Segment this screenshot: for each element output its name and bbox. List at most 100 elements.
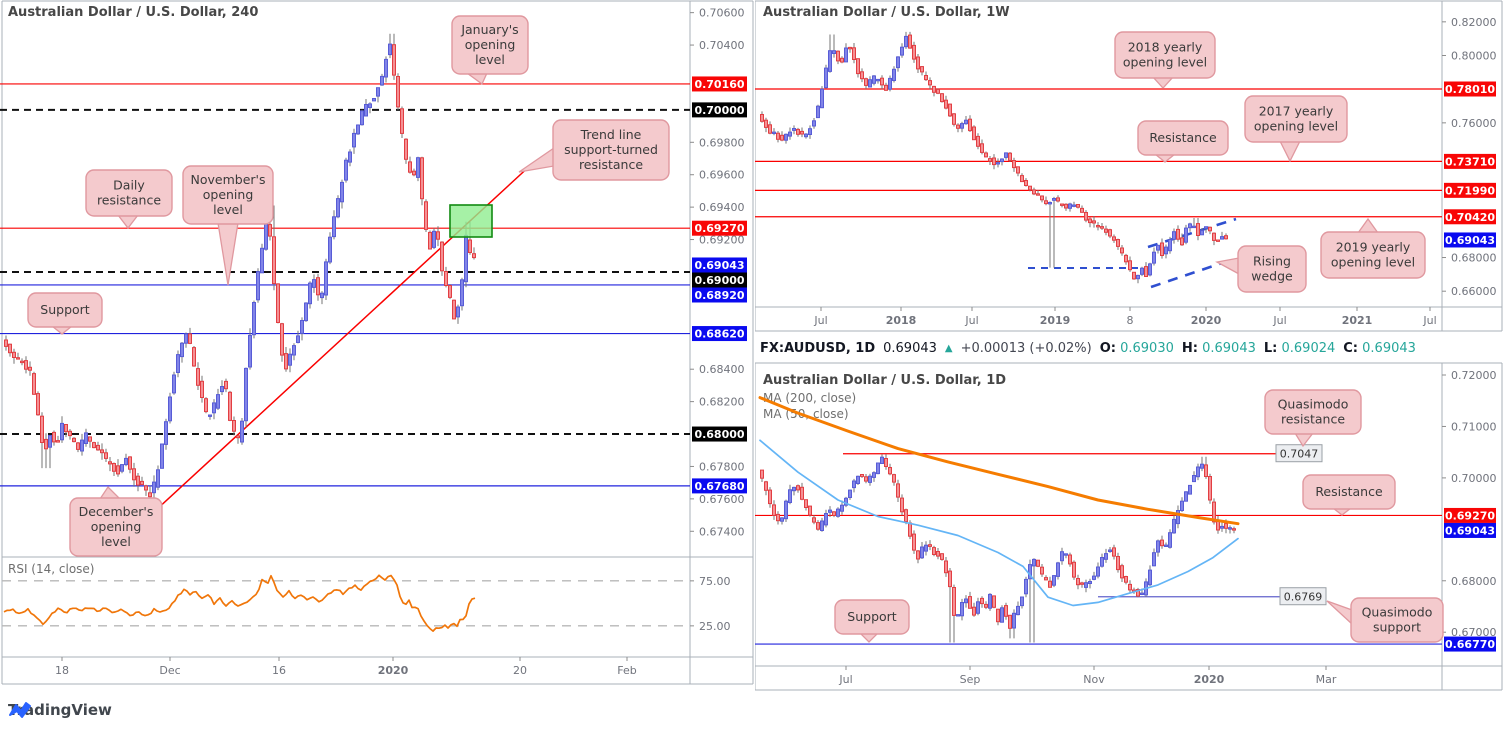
time-tick-label: 18 xyxy=(55,664,69,677)
callout-box xyxy=(182,165,274,225)
open-label: O: xyxy=(1099,340,1116,356)
time-tick-label: 2020 xyxy=(1191,314,1222,327)
price-badge-0.68920 xyxy=(692,287,747,303)
low-label: L: xyxy=(1263,340,1278,356)
price-badge-label: 0.70000 xyxy=(694,104,744,117)
panel-borders xyxy=(755,362,1503,691)
price-tick-label: 0.70400 xyxy=(699,39,745,52)
callout-tail xyxy=(1293,432,1315,448)
supply-zone-box[interactable] xyxy=(449,204,493,238)
price-axis[interactable]: 0.82000 0.80000 0.76000 0.68000 0.66000 0.780… xyxy=(1442,16,1497,298)
price-badge-label: 0.78010 xyxy=(1445,83,1495,96)
callout-resistance[interactable]: Resistance xyxy=(1302,474,1396,516)
price-tick-label: 0.68400 xyxy=(699,363,745,376)
callout-tail xyxy=(98,485,122,500)
time-tick-label: Jul xyxy=(1272,314,1286,327)
price-badge-0.69043 xyxy=(1444,522,1496,538)
rsi-pane: 75.00 25.00 xyxy=(2,574,731,633)
callout-text: Quasimodo xyxy=(1278,397,1349,412)
price-badge-0.69270 xyxy=(692,220,747,236)
price-tick-label: 0.71000 xyxy=(1451,420,1497,433)
chart-panel-daily[interactable]: Australian Dollar / U.S. Dollar, 1D MA (… xyxy=(755,362,1503,692)
callout-text: opening level xyxy=(1123,55,1207,70)
price-tag-label: 0.6769 xyxy=(1284,591,1323,604)
time-tick-label: Feb xyxy=(617,664,636,677)
price-tick-label: 0.70000 xyxy=(1451,472,1497,485)
price-axis[interactable]: 0.72000 0.71000 0.70000 0.68000 0.67000 0.692… xyxy=(1442,369,1497,652)
callout-box xyxy=(1350,597,1444,643)
callout-box xyxy=(1244,95,1348,143)
callout-support[interactable]: Support xyxy=(27,292,103,335)
price-badge-0.70160 xyxy=(692,76,747,92)
rsi-indicator-label: RSI (14, close) xyxy=(8,562,94,576)
price-badge-label: 0.68000 xyxy=(694,428,744,441)
callout-text: opening xyxy=(91,519,142,534)
chart-panel-weekly[interactable]: Australian Dollar / U.S. Dollar, 1W 0.82… xyxy=(755,0,1503,332)
candlesticks xyxy=(760,454,1236,643)
time-axis[interactable]: 18 Dec 16 2020 20 Feb xyxy=(55,657,637,677)
price-tick-label: 0.68200 xyxy=(699,396,745,409)
callout-resistance[interactable]: Resistance xyxy=(1137,120,1229,163)
ticker-symbol[interactable]: FX:AUDUSD, 1D xyxy=(760,340,876,356)
price-tick-label: 0.69600 xyxy=(699,169,745,182)
price-tick-label: 0.69200 xyxy=(699,234,745,247)
callout-tail xyxy=(1356,217,1380,234)
callout-text: Trend line xyxy=(580,127,642,142)
callout-text: level xyxy=(101,534,131,549)
time-tick-label: Jul xyxy=(1422,314,1436,327)
time-tick-label: 16 xyxy=(272,664,286,677)
price-badge-label: 0.71990 xyxy=(1445,184,1495,197)
price-badge-0.69043 xyxy=(692,257,747,273)
price-tag[interactable] xyxy=(1279,587,1327,606)
callout-text: resistance xyxy=(579,157,643,172)
callout-tail xyxy=(116,214,140,230)
callout-support[interactable]: Support xyxy=(834,599,910,643)
callout-text: resistance xyxy=(97,193,161,208)
callout-box xyxy=(552,119,670,181)
price-tick-label: 0.67000 xyxy=(1451,626,1497,639)
callout-text: wedge xyxy=(1251,269,1293,284)
tradingview-logo-text: TradingView xyxy=(8,701,112,719)
callout-text: opening xyxy=(465,37,516,52)
panel-borders xyxy=(1,0,754,685)
symbol-info-bar[interactable]: FX:AUDUSD, 1D 0.69043 ▲ +0.00013 (+0.02%… xyxy=(760,337,1416,359)
price-tick-label: 0.68000 xyxy=(1451,252,1497,265)
price-badge-0.68620 xyxy=(692,326,747,342)
callout-text: support-turned xyxy=(564,142,658,157)
ma-50-line xyxy=(759,439,1239,607)
price-level-lines[interactable] xyxy=(755,88,1442,289)
high-label: H: xyxy=(1181,340,1198,356)
callout-box xyxy=(1264,389,1362,435)
price-badge-0.69043 xyxy=(1444,232,1496,248)
price-tag[interactable] xyxy=(1275,444,1323,463)
callout-text: Quasimodo xyxy=(1362,605,1433,620)
tradingview-logo[interactable]: TradingView xyxy=(8,701,112,719)
callout-box xyxy=(1302,474,1396,510)
time-tick-label: Sep xyxy=(960,673,981,686)
chart-panel-4h[interactable]: Australian Dollar / U.S. Dollar, 240 RSI… xyxy=(0,0,755,695)
callout-tail xyxy=(1278,140,1302,163)
time-axis[interactable]: Jul 2018 Jul 2019 8 2020 Jul 2021 Jul xyxy=(813,307,1437,327)
candlesticks xyxy=(4,33,476,509)
chart-title-4h: Australian Dollar / U.S. Dollar, 240 xyxy=(8,5,258,20)
time-axis[interactable]: Jul Sep Nov 2020 Mar xyxy=(838,666,1337,686)
price-level-lines[interactable] xyxy=(755,453,1442,645)
ticker-low: L: 0.69024 xyxy=(1264,341,1335,356)
callout-text: opening level xyxy=(1331,255,1415,270)
price-axis[interactable]: 0.70600 0.70400 0.69800 0.69600 0.69400 0.692… xyxy=(690,7,747,539)
time-tick-label: Jul xyxy=(964,314,978,327)
callout-text: Rising xyxy=(1253,254,1291,269)
callout-text: 2018 yearly xyxy=(1128,40,1203,55)
